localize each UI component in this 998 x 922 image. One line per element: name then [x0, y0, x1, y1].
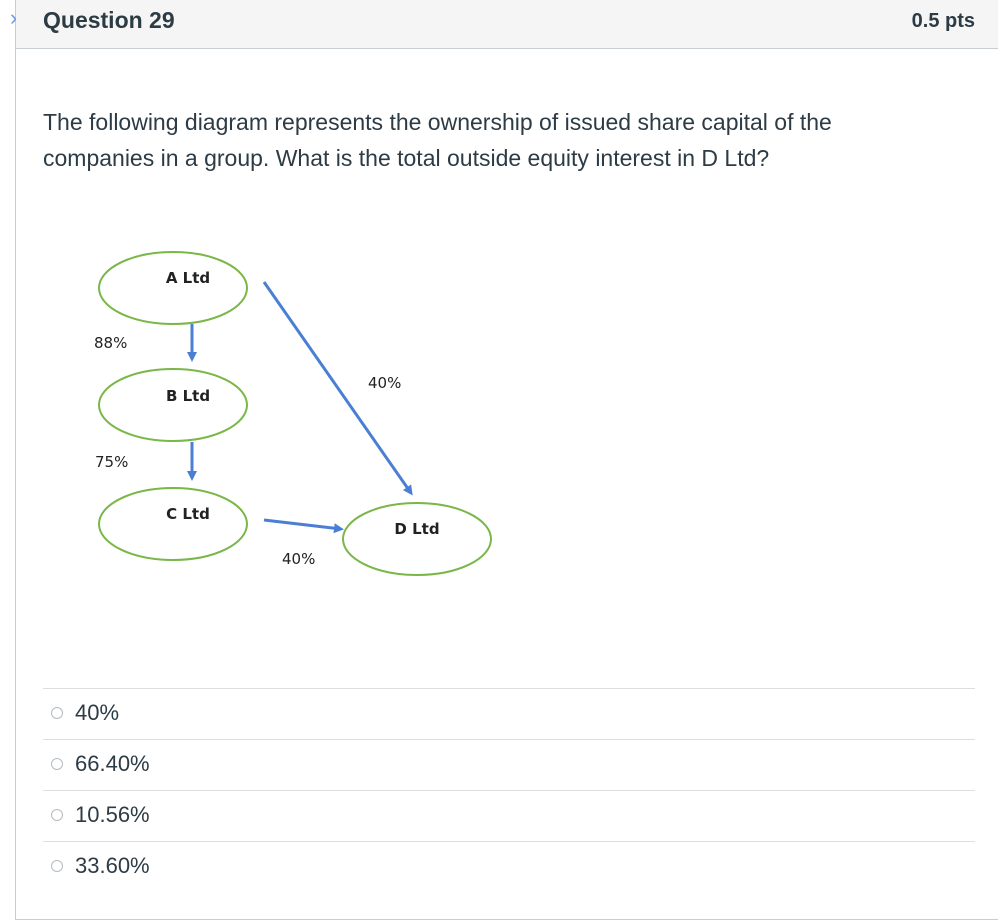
answer-label: 33.60%: [75, 853, 150, 878]
answer-option[interactable]: 33.60%: [43, 841, 975, 892]
radio-button[interactable]: [51, 809, 63, 821]
chevron-right-icon[interactable]: ›: [10, 5, 18, 30]
answer-option[interactable]: 66.40%: [43, 739, 975, 790]
arrow-c-to-d: [263, 518, 344, 534]
answer-label: 66.40%: [75, 751, 150, 776]
radio-button[interactable]: [51, 860, 63, 872]
question-header: Question 29 0.5 pts: [16, 0, 998, 49]
node-a-label: A Ltd: [166, 269, 210, 287]
node-b-ellipse: [98, 368, 248, 442]
answer-label: 10.56%: [75, 802, 150, 827]
edge-c-d-label: 40%: [282, 550, 315, 568]
question-text: The following diagram represents the own…: [43, 109, 832, 171]
node-d-label: D Ltd: [394, 520, 439, 538]
answer-label: 40%: [75, 700, 120, 725]
question-card: › Question 29 0.5 pts The following diag…: [10, 0, 998, 920]
edge-b-c-label: 75%: [95, 453, 128, 471]
node-b-label: B Ltd: [166, 387, 210, 405]
node-c-ellipse: [98, 487, 248, 561]
radio-button[interactable]: [51, 707, 63, 719]
node-c-label: C Ltd: [166, 505, 210, 523]
answer-option[interactable]: 40%: [43, 688, 975, 739]
ownership-diagram: A Ltd B Ltd C Ltd D Ltd 88% 75% 40% 40%: [94, 251, 492, 576]
answer-option[interactable]: 10.56%: [43, 790, 975, 841]
edge-a-d-label: 40%: [368, 374, 401, 392]
node-d-ellipse: [342, 502, 492, 576]
answer-list: 40% 66.40% 10.56% 33.60%: [43, 688, 975, 892]
edge-a-b-label: 88%: [94, 334, 127, 352]
arrow-a-to-d: [262, 281, 413, 496]
question-points: 0.5 pts: [911, 10, 975, 32]
node-a-ellipse: [98, 251, 248, 325]
question-title: Question 29: [43, 7, 175, 33]
radio-button[interactable]: [51, 758, 63, 770]
